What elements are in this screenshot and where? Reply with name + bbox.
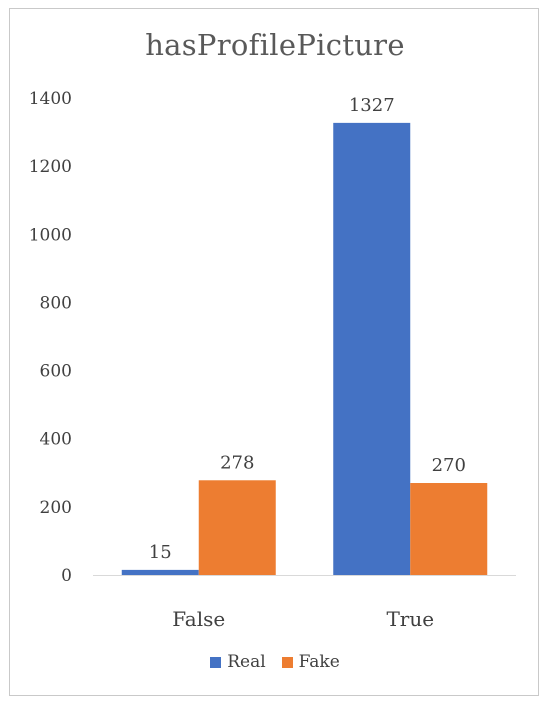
y-tick-label: 600 — [40, 362, 72, 382]
legend-swatch-fake — [281, 656, 293, 668]
legend-item-fake: Fake — [281, 652, 340, 672]
data-label: 278 — [220, 452, 254, 473]
y-tick-label: 0 — [61, 566, 72, 586]
legend-label-fake: Fake — [298, 652, 340, 672]
data-label: 15 — [149, 542, 172, 563]
chart-title: hasProfilePicture — [145, 28, 405, 62]
bar-real-false — [121, 569, 199, 575]
data-label: 1327 — [349, 95, 395, 116]
y-tick-label: 1000 — [29, 225, 72, 245]
bar-fake-false — [198, 480, 276, 575]
legend-swatch-real — [210, 656, 222, 668]
y-tick-label: 400 — [40, 430, 72, 450]
legend-item-real: Real — [210, 652, 266, 672]
x-tick-label: False — [172, 607, 225, 631]
chart-frame — [9, 8, 539, 696]
legend-label-real: Real — [227, 652, 266, 672]
y-tick-label: 200 — [40, 498, 72, 518]
chart-legend: Real Fake — [0, 652, 550, 672]
x-tick-label: True — [386, 607, 434, 631]
y-tick-label: 800 — [40, 293, 72, 313]
bar-fake-true — [410, 483, 488, 575]
y-tick-label: 1200 — [29, 157, 72, 177]
bar-real-true — [333, 122, 411, 576]
y-tick-label: 1400 — [29, 89, 72, 109]
data-label: 270 — [432, 455, 466, 476]
